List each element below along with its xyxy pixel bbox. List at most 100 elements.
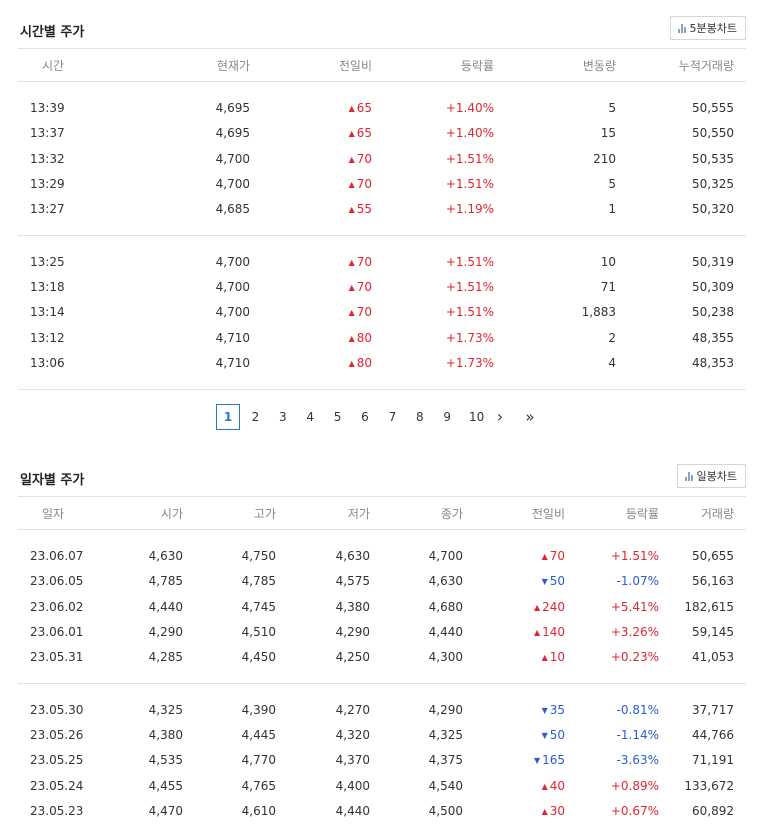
- change-value: 35: [549, 702, 565, 717]
- cell-value: 4,785: [148, 574, 183, 589]
- row-spacer: [18, 235, 746, 249]
- page-10-link[interactable]: 10: [468, 410, 485, 424]
- page-7-link[interactable]: 7: [388, 410, 397, 424]
- cell-value: 13:32: [30, 151, 65, 166]
- page-6-link[interactable]: 6: [361, 410, 369, 424]
- triangle-up-icon: ▲: [533, 602, 541, 612]
- cell-value: 4: [608, 355, 616, 370]
- change-value: 30: [549, 803, 565, 818]
- change-cell: ▼ 50: [475, 722, 577, 747]
- table-row: 13:39 4,695 ▲ 65 +1.40% 5 50,555: [18, 96, 746, 121]
- table-cell: 23.05.24: [18, 773, 106, 798]
- change-value: 10: [549, 650, 565, 665]
- table-cell: 4,455: [106, 773, 195, 798]
- cell-value: 4,700: [215, 151, 250, 166]
- cell-value: 41,053: [692, 650, 734, 665]
- table-row: 23.06.05 4,785 4,785 4,575 4,630 ▼ 50 -1.07% 56,…: [18, 569, 746, 594]
- table-cell: 50,655: [671, 544, 746, 569]
- cell-value: 44,766: [692, 727, 734, 742]
- column-header: 등락률: [625, 506, 659, 521]
- cell-value: 4,695: [215, 101, 250, 116]
- table-cell: 4,535: [106, 748, 195, 773]
- change-value: 70: [356, 305, 372, 320]
- column-header: 현재가: [216, 58, 250, 73]
- daily-chart-button[interactable]: 일봉차트: [676, 464, 746, 488]
- table-cell: 5: [506, 96, 628, 121]
- five-minute-chart-button[interactable]: 5분봉차트: [669, 16, 746, 40]
- column-header: 시가: [160, 506, 183, 521]
- spacer-cell: [18, 530, 746, 544]
- table-cell: +0.89%: [577, 773, 671, 798]
- table-cell: 4,440: [288, 798, 382, 823]
- cell-value: 4,250: [335, 650, 370, 665]
- page-8-link[interactable]: 8: [415, 410, 424, 424]
- cell-value: 50,535: [692, 151, 734, 166]
- table-row: 23.06.02 4,440 4,745 4,380 4,680 ▲ 240 +5.41% 18…: [18, 594, 746, 619]
- table-cell: 60,892: [671, 798, 746, 823]
- page-9-link[interactable]: 9: [443, 410, 451, 424]
- cell-value: 10: [600, 254, 616, 269]
- page-1-link[interactable]: 1: [216, 404, 240, 430]
- triangle-down-icon: ▼: [541, 577, 548, 587]
- table-cell: 50,535: [628, 146, 746, 171]
- cell-value: 23.06.07: [30, 549, 84, 564]
- time-price-table: 시간 현재가 전일비 등락률 변동량 누적거래량 13:39 4,695 ▲ 65 +1.40% 5…: [18, 48, 746, 390]
- cell-value: 210: [593, 151, 616, 166]
- next-page-button[interactable]: ›: [496, 407, 504, 426]
- cell-value: +1.51%: [610, 549, 659, 564]
- cell-value: 4,455: [148, 778, 183, 793]
- cell-value: 23.05.24: [30, 778, 84, 793]
- page-2-link[interactable]: 2: [251, 410, 260, 424]
- cell-value: 4,700: [215, 305, 250, 320]
- triangle-down-icon: ▼: [533, 756, 541, 766]
- cell-value: 50,238: [692, 305, 734, 320]
- cell-value: 5: [608, 101, 616, 116]
- table-cell: 15: [506, 121, 628, 146]
- table-cell: 4,700: [382, 544, 475, 569]
- cell-value: +1.73%: [445, 355, 494, 370]
- change-value: 70: [356, 279, 372, 294]
- spacer-cell: [18, 235, 746, 249]
- cell-value: 4,510: [241, 625, 276, 640]
- change-value: 65: [356, 101, 372, 116]
- table-cell: +5.41%: [577, 594, 671, 619]
- cell-value: 182,615: [684, 599, 734, 614]
- cell-value: 4,700: [215, 254, 250, 269]
- table-row: 23.05.26 4,380 4,445 4,320 4,325 ▼ 50 -1.14% 44,…: [18, 722, 746, 747]
- cell-value: 4,710: [215, 355, 250, 370]
- cell-value: 2: [608, 330, 616, 345]
- change-value: 70: [356, 151, 372, 166]
- cell-value: 4,500: [428, 803, 463, 818]
- triangle-up-icon: ▲: [348, 282, 355, 292]
- table-row: 13:14 4,700 ▲ 70 +1.51% 1,883 50,238: [18, 300, 746, 325]
- triangle-down-icon: ▼: [541, 705, 548, 715]
- table-row: 23.05.31 4,285 4,450 4,250 4,300 ▲ 10 +0.23% 41,…: [18, 645, 746, 670]
- cell-value: 50,555: [692, 101, 734, 116]
- table-cell: 4,700: [140, 249, 262, 274]
- cell-value: -1.14%: [616, 727, 659, 742]
- table-cell: 4,390: [195, 697, 288, 722]
- table-cell: 182,615: [671, 594, 746, 619]
- table-row: 23.06.07 4,630 4,750 4,630 4,700 ▲ 70 +1.51% 50,…: [18, 544, 746, 569]
- daily-chart-label: 일봉차트: [696, 470, 737, 483]
- cell-value: 37,717: [692, 702, 734, 717]
- table-cell: 23.06.05: [18, 569, 106, 594]
- table-cell: +1.51%: [384, 274, 506, 299]
- page-5-link[interactable]: 5: [333, 410, 342, 424]
- last-page-button[interactable]: »: [525, 408, 535, 426]
- cell-value: 23.05.30: [30, 702, 84, 717]
- page-3-link[interactable]: 3: [278, 410, 287, 424]
- spacer-cell: [18, 222, 746, 236]
- table-cell: 4,500: [382, 798, 475, 823]
- change-value: 70: [356, 177, 372, 192]
- table-cell: 4,700: [140, 274, 262, 299]
- table-cell: 4,765: [195, 773, 288, 798]
- triangle-up-icon: ▲: [348, 333, 355, 343]
- table-cell: 4: [506, 350, 628, 375]
- table-cell: +0.23%: [577, 645, 671, 670]
- cell-value: 4,380: [335, 599, 370, 614]
- cell-value: 4,695: [215, 126, 250, 141]
- table-cell: +1.51%: [384, 171, 506, 196]
- page-4-link[interactable]: 4: [306, 410, 314, 424]
- change-value: 40: [549, 778, 565, 793]
